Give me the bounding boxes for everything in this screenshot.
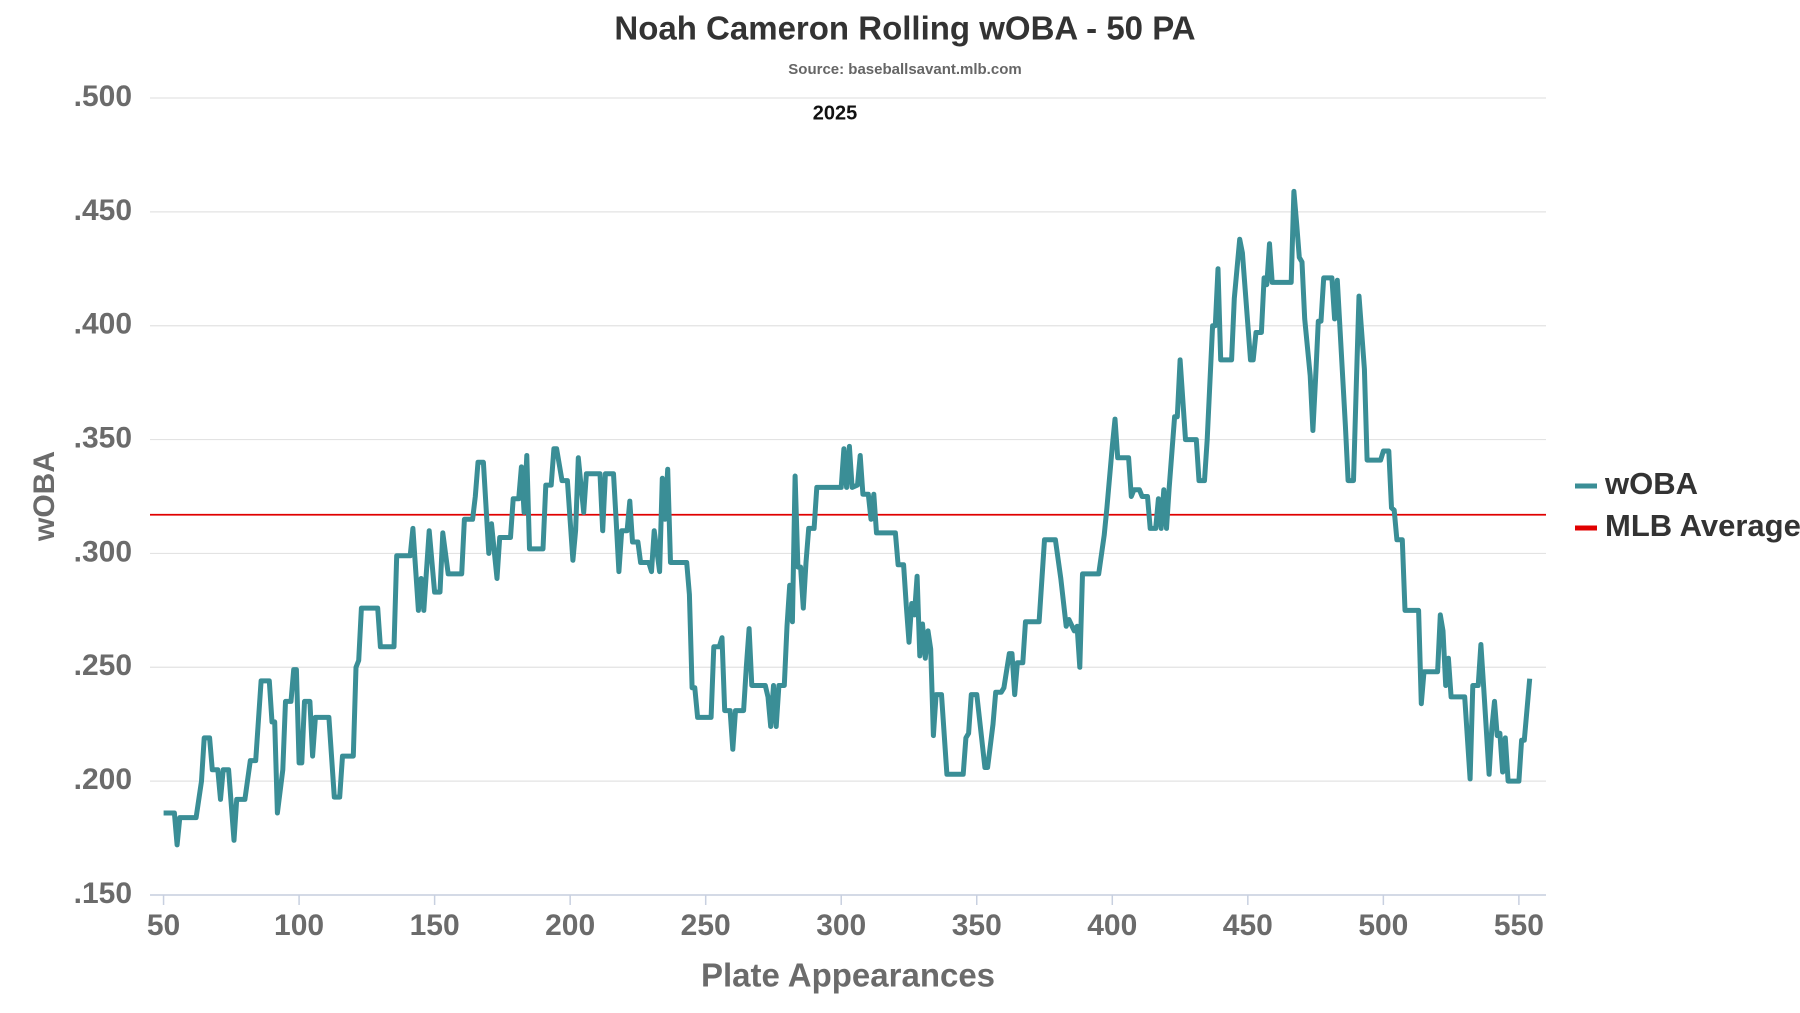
series-line — [163, 188, 1533, 848]
x-tick-label: 350 — [952, 909, 1002, 942]
x-tick-label: 550 — [1494, 909, 1544, 942]
y-tick-label: .300 — [74, 535, 132, 568]
x-tick-label: 100 — [274, 909, 324, 942]
chart-subtitle: Source: baseballsavant.mlb.com — [788, 61, 1021, 78]
x-tick-label: 450 — [1223, 909, 1273, 942]
y-tick-label: .150 — [74, 877, 132, 910]
x-tick-label: 150 — [410, 909, 460, 942]
x-tick-label: 50 — [147, 909, 180, 942]
legend-label: MLB Average — [1605, 508, 1800, 543]
annotation: 2025 — [813, 102, 858, 124]
y-tick-label: .400 — [74, 308, 132, 341]
x-tick-label: 400 — [1087, 909, 1137, 942]
x-tick-label: 300 — [816, 909, 866, 942]
y-tick-label: .350 — [74, 421, 132, 454]
y-tick-label: .200 — [74, 763, 132, 796]
x-tick-label: 500 — [1358, 909, 1408, 942]
x-axis-title: Plate Appearances — [701, 957, 995, 994]
x-tick-label: 200 — [545, 909, 595, 942]
legend-label: wOBA — [1604, 466, 1698, 501]
y-tick-label: .500 — [74, 80, 132, 113]
y-tick-label: .450 — [74, 194, 132, 227]
y-axis-title: wOBA — [28, 451, 61, 542]
chart-title: Noah Cameron Rolling wOBA - 50 PA — [614, 10, 1195, 47]
y-tick-label: .250 — [74, 649, 132, 682]
x-tick-label: 250 — [681, 909, 731, 942]
